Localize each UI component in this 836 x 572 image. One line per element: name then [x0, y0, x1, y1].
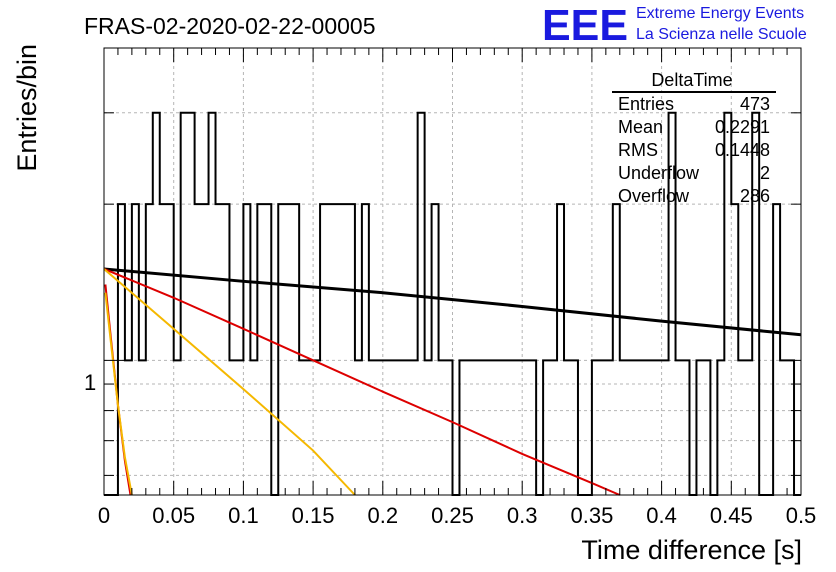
y-tick-label: 1 — [84, 370, 96, 395]
histogram — [104, 111, 801, 496]
stats-label-rms: RMS — [618, 140, 658, 160]
x-tick-label: 0.45 — [710, 503, 753, 528]
stats-box: DeltaTime Entries 473 Mean 0.2291 RMS 0.… — [612, 70, 776, 206]
stats-value-entries: 473 — [740, 94, 770, 114]
x-tick-label: 0.15 — [292, 503, 335, 528]
y-axis-label: Entries/bin — [12, 44, 42, 172]
fit-curves — [103, 267, 802, 496]
eee-logo-line1: Extreme Energy Events — [636, 5, 804, 22]
fit-curve-5 — [104, 292, 133, 496]
fit-curve-3 — [103, 268, 356, 496]
x-tick-label: 0.5 — [786, 503, 817, 528]
fit-curve-1 — [103, 267, 802, 337]
stats-label-overflow: Overflow — [618, 186, 690, 206]
x-tick-label: 0.2 — [368, 503, 399, 528]
stats-label-entries: Entries — [618, 94, 674, 114]
axis-ticks — [103, 48, 802, 495]
histogram-outline — [104, 111, 801, 496]
stats-value-rms: 0.1448 — [715, 140, 770, 160]
stats-value-underflow: 2 — [760, 163, 770, 183]
x-tick-label: 0.05 — [152, 503, 195, 528]
stats-label-mean: Mean — [618, 117, 663, 137]
eee-logo-line2: La Scienza nelle Scuole — [636, 26, 807, 43]
x-tick-label: 0.4 — [646, 503, 677, 528]
x-tick-label: 0.25 — [431, 503, 474, 528]
eee-logo-mark: EEE — [542, 1, 628, 50]
x-tick-label: 0.3 — [507, 503, 538, 528]
stats-title: DeltaTime — [651, 70, 732, 90]
stats-value-mean: 0.2291 — [715, 117, 770, 137]
x-tick-labels: 0 0.05 0.1 0.15 0.2 0.25 0.3 0.35 0.4 0.45 0.5 — [98, 503, 816, 528]
stats-value-overflow: 286 — [740, 186, 770, 206]
chart-title: FRAS-02-2020-02-22-00005 — [84, 13, 376, 39]
x-tick-label: 0.35 — [570, 503, 613, 528]
x-tick-label: 0.1 — [228, 503, 259, 528]
stats-label-underflow: Underflow — [618, 163, 700, 183]
x-tick-label: 0 — [98, 503, 110, 528]
fit-curve-2 — [103, 268, 621, 496]
x-axis-label: Time difference [s] — [581, 535, 802, 565]
